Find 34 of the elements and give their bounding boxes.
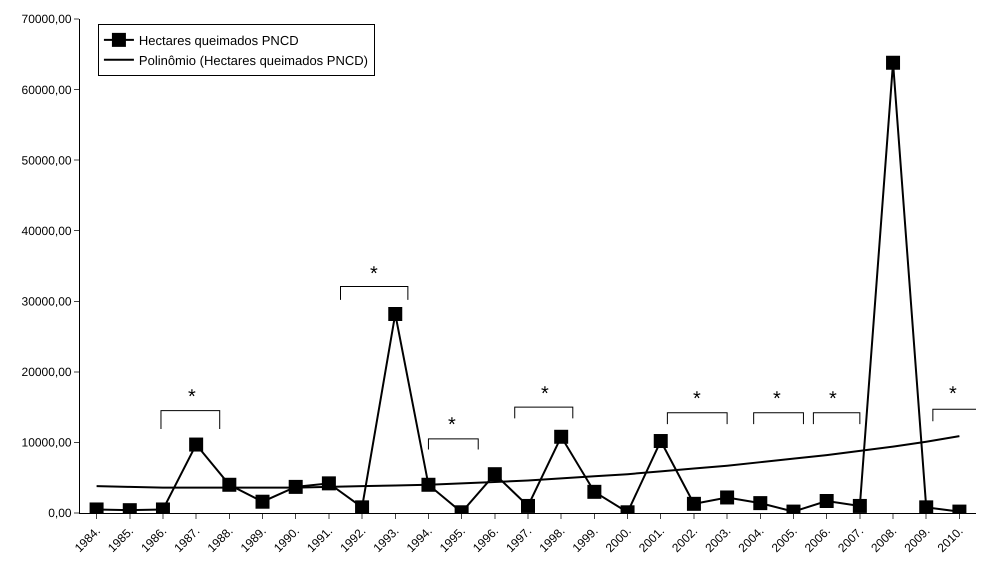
point bbox=[720, 490, 734, 504]
y-tick-label: 60000,00 bbox=[22, 82, 72, 97]
point bbox=[852, 498, 867, 513]
point bbox=[488, 467, 502, 482]
point bbox=[587, 484, 602, 499]
point bbox=[886, 56, 900, 70]
y-tick-label: 40000,00 bbox=[22, 224, 72, 238]
point bbox=[554, 430, 568, 444]
y-tick-label: 50000,00 bbox=[22, 153, 72, 168]
y-tick-label: 70000,00 bbox=[22, 12, 72, 26]
legend-label: Hectares queimados PNCD bbox=[138, 32, 299, 48]
point bbox=[820, 494, 834, 508]
annotation: * bbox=[448, 414, 456, 436]
annotation: * bbox=[693, 388, 701, 410]
point bbox=[388, 306, 402, 321]
point bbox=[654, 434, 668, 448]
y-tick-label: 0,00 bbox=[48, 506, 72, 520]
point bbox=[355, 500, 370, 513]
point bbox=[919, 500, 934, 513]
annotation: * bbox=[370, 263, 378, 285]
annotation: * bbox=[829, 388, 837, 410]
point bbox=[686, 496, 701, 511]
point bbox=[256, 494, 270, 509]
annotation: * bbox=[541, 383, 549, 405]
legend-label: Polinômio (Hectares queimados PNCD) bbox=[138, 52, 368, 68]
annotation: * bbox=[949, 383, 957, 405]
y-tick-label: 30000,00 bbox=[22, 294, 72, 308]
y-tick-label: 20000,00 bbox=[22, 365, 72, 380]
point bbox=[521, 498, 535, 513]
y-tick-label: 10000,00 bbox=[22, 436, 72, 450]
point bbox=[189, 438, 204, 452]
point bbox=[753, 496, 768, 510]
annotation: * bbox=[773, 388, 781, 410]
annotation: * bbox=[188, 386, 196, 408]
